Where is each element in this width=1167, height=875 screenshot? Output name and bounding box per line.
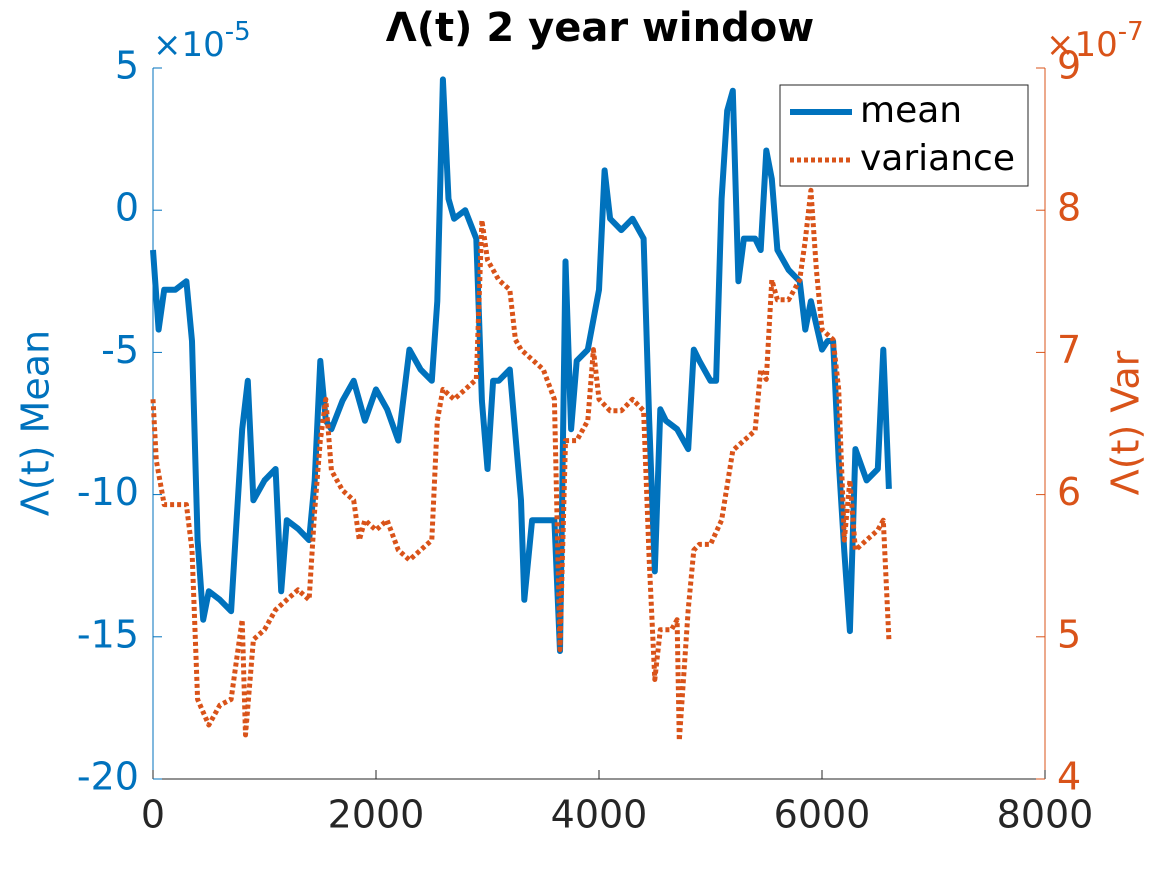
y2-multiplier: ×10-7 xyxy=(1046,17,1144,65)
x-tick-label: 0 xyxy=(141,793,165,837)
legend-label: variance xyxy=(860,138,1015,179)
y2-tick-label: 6 xyxy=(1057,470,1081,514)
x-tick-label: 2000 xyxy=(328,793,425,837)
x-tick-label: 4000 xyxy=(551,793,648,837)
line-mean xyxy=(150,76,892,654)
y-tick-label: 5 xyxy=(115,44,139,88)
y-tick-label: -10 xyxy=(77,470,139,514)
y-tick-label: 0 xyxy=(115,186,139,230)
y2-tick-label: 7 xyxy=(1057,328,1081,372)
y2-tick-label: 5 xyxy=(1057,612,1081,656)
y2-tick-label: 4 xyxy=(1057,755,1081,799)
y2-axis-label: Λ(t) Var xyxy=(1104,350,1148,495)
y-multiplier: ×10-5 xyxy=(153,17,251,65)
legend-box xyxy=(779,84,1029,187)
y-tick-label: -5 xyxy=(101,328,139,372)
line-variance xyxy=(150,187,892,744)
legend-label: mean xyxy=(860,90,962,131)
x-tick-label: 8000 xyxy=(997,793,1094,837)
legend: mean variance xyxy=(779,84,1029,187)
y2-tick-label: 9 xyxy=(1057,44,1081,88)
y-axis-label: Λ(t) Mean xyxy=(14,330,58,516)
x-tick-label: 6000 xyxy=(774,793,871,837)
y-tick-label: -20 xyxy=(77,755,139,799)
y-tick-label: -15 xyxy=(77,612,139,656)
y2-tick-label: 8 xyxy=(1057,186,1081,230)
chart-title: Λ(t) 2 year window xyxy=(386,5,814,51)
